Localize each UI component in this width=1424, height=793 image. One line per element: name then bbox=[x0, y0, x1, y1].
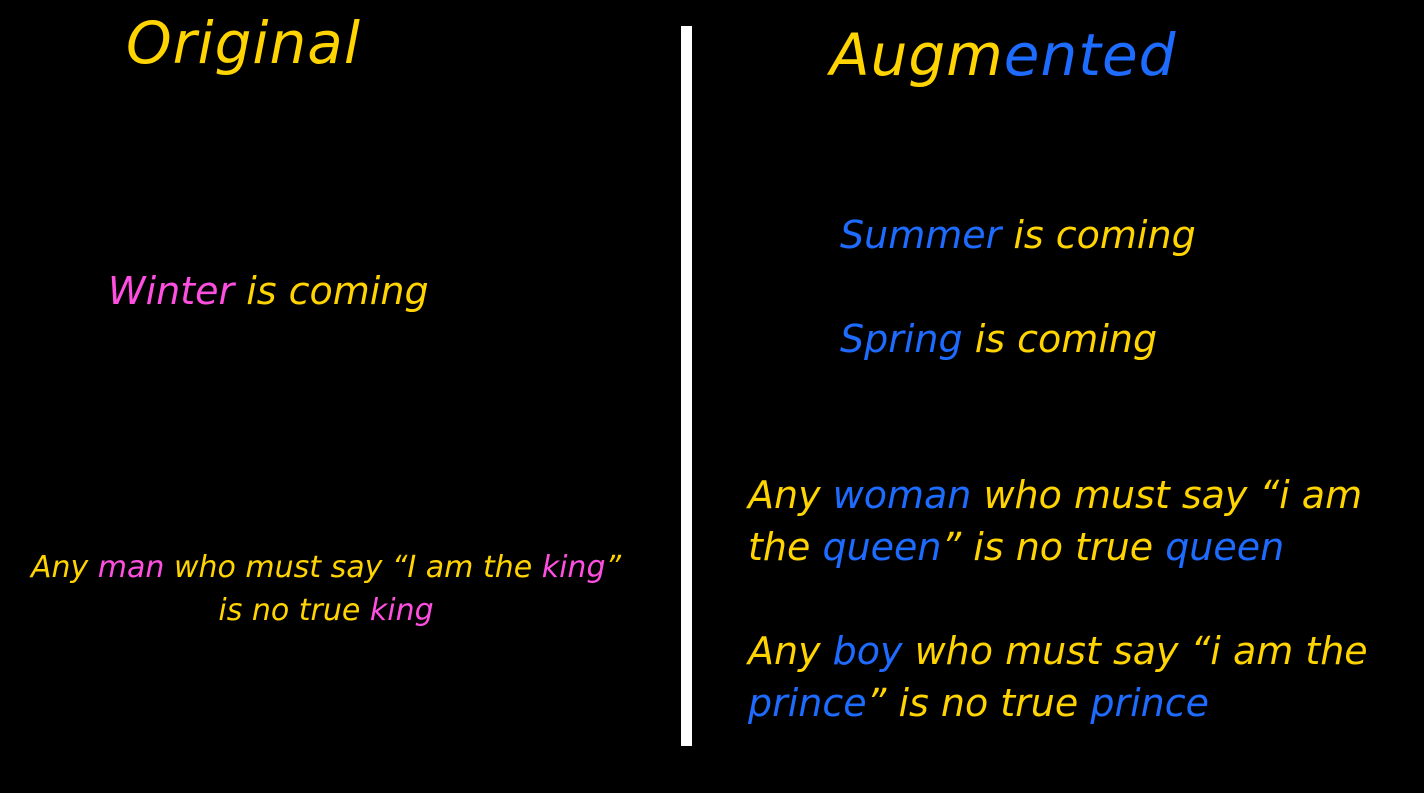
highlight-word: woman bbox=[832, 473, 972, 517]
augmented-sentence-prince-line2: prince” is no true prince bbox=[748, 684, 1209, 722]
original-sentence-king-line1: Any man who must say “I am the king” bbox=[0, 553, 652, 583]
highlight-word: Summer bbox=[840, 213, 1002, 257]
sentence-text: is coming bbox=[234, 269, 429, 313]
sentence-text: who must say “i am bbox=[971, 473, 1363, 517]
augmented-sentence-spring: Spring is coming bbox=[840, 320, 1157, 358]
highlight-word: man bbox=[97, 550, 165, 585]
original-heading: Original bbox=[126, 9, 361, 77]
original-sentence-king-line2: is no true king bbox=[0, 596, 652, 626]
highlight-word: Winter bbox=[108, 269, 235, 313]
sentence-text: who must say “I am the bbox=[164, 550, 542, 585]
highlight-word: queen bbox=[822, 525, 942, 569]
augmented-sentence-prince-line1: Any boy who must say “i am the bbox=[748, 632, 1368, 670]
original-sentence-winter: Winter is coming bbox=[108, 272, 429, 310]
sentence-text: Any bbox=[30, 550, 98, 585]
column-divider bbox=[681, 26, 692, 746]
sentence-text: Any bbox=[748, 629, 833, 673]
sentence-text: Any bbox=[748, 473, 833, 517]
sentence-text: ” is no true bbox=[866, 681, 1091, 725]
augmented-sentence-queen-line1: Any woman who must say “i am bbox=[748, 476, 1362, 514]
highlight-word: boy bbox=[832, 629, 903, 673]
heading-part: ented bbox=[1003, 21, 1177, 89]
sentence-text: is no true bbox=[218, 593, 370, 628]
sentence-text: the bbox=[748, 525, 823, 569]
highlight-word: Spring bbox=[840, 317, 963, 361]
highlight-word: prince bbox=[1090, 681, 1210, 725]
augmented-sentence-queen-line2: the queen” is no true queen bbox=[748, 528, 1284, 566]
sentence-text: ” bbox=[605, 550, 622, 585]
augmented-heading: Augmented bbox=[830, 26, 1176, 84]
highlight-word: king bbox=[541, 550, 606, 585]
sentence-text: ” is no true bbox=[941, 525, 1166, 569]
heading-part: Augm bbox=[830, 21, 1004, 89]
highlight-word: prince bbox=[748, 681, 867, 725]
augmented-sentence-summer: Summer is coming bbox=[840, 216, 1196, 254]
sentence-text: is coming bbox=[1001, 213, 1196, 257]
highlight-word: king bbox=[369, 593, 434, 628]
sentence-text: who must say “i am the bbox=[902, 629, 1368, 673]
sentence-text: is coming bbox=[962, 317, 1158, 361]
highlight-word: queen bbox=[1165, 525, 1285, 569]
